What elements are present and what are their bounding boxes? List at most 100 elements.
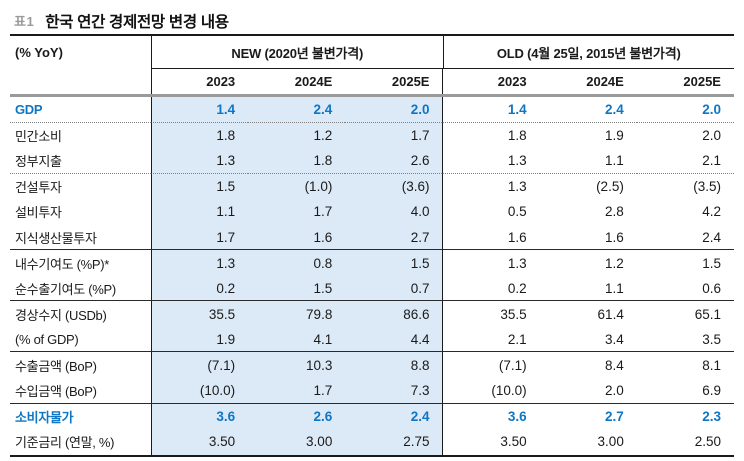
- cell-value: 0.2: [442, 275, 540, 302]
- year-header: 2024E: [586, 74, 624, 89]
- cell-value: 1.7: [248, 378, 346, 404]
- table-body: GDP 1.4 2.4 2.0 1.4 2.4 2.0 민간소비 1.8 1.2 1.7 1.8 1.9…: [10, 97, 734, 457]
- cell-value: 2.0: [345, 97, 443, 123]
- cell-value: 2.4: [345, 403, 443, 430]
- cell-value: 2.1: [636, 148, 734, 174]
- cell-value: 2.6: [248, 403, 346, 430]
- table-header-groups: (% YoY) NEW (2020년 불변가격) OLD (4월 25일, 20…: [10, 36, 734, 69]
- cell-value: 1.9: [151, 326, 249, 353]
- table-row: 소비자물가 3.6 2.6 2.4 3.6 2.7 2.3: [10, 403, 734, 430]
- cell-value: 35.5: [442, 301, 539, 327]
- cell-value: 1.7: [151, 224, 249, 251]
- row-label: 설비투자: [15, 205, 62, 221]
- cell-value: 1.2: [248, 122, 346, 149]
- cell-value: 1.7: [248, 199, 346, 225]
- cell-value: 3.00: [597, 434, 624, 450]
- cell-value: 61.4: [597, 306, 624, 322]
- year-header: 2025E: [391, 74, 430, 89]
- cell-value: 2.0: [702, 127, 721, 143]
- cell-value: 1.5: [151, 173, 249, 200]
- table-number-tag: 표1: [14, 14, 35, 29]
- cell-value: 1.3: [442, 148, 540, 174]
- row-label: 수입금액 (BoP): [10, 378, 151, 404]
- table-header: (% YoY) NEW (2020년 불변가격) OLD (4월 25일, 20…: [10, 36, 734, 97]
- table-row: 순수출기여도 (%P) 0.2 1.5 0.7 0.2 1.1 0.6: [10, 275, 734, 302]
- cell-value: 1.6: [442, 224, 540, 251]
- cell-value: 1.8: [151, 122, 249, 149]
- column-group-new: NEW (2020년 불변가격): [151, 36, 443, 69]
- cell-value: (7.1): [151, 352, 249, 379]
- year-header: 2024E: [294, 74, 333, 89]
- cell-value: 2.7: [345, 224, 443, 251]
- cell-value: 8.1: [702, 357, 721, 373]
- cell-value: 1.5: [345, 250, 443, 276]
- table-row: GDP 1.4 2.4 2.0 1.4 2.4 2.0: [10, 97, 734, 123]
- table-row: 경상수지 (USDb) 35.5 79.8 86.6 35.5 61.4 65.1: [10, 301, 734, 327]
- cell-value: 2.6: [345, 148, 443, 174]
- cell-value: 3.6: [442, 403, 539, 430]
- column-group-old: OLD (4월 25일, 2015년 불변가격): [442, 36, 734, 69]
- cell-value: 2.8: [605, 204, 624, 220]
- cell-value: (3.6): [345, 173, 443, 200]
- cell-value: 1.2: [605, 255, 624, 271]
- cell-value: 1.1: [539, 276, 637, 302]
- row-label: 건설투자: [15, 179, 62, 195]
- cell-value: 3.50: [442, 429, 539, 455]
- cell-value: (1.0): [248, 173, 346, 200]
- cell-value: 3.4: [539, 327, 637, 353]
- cell-value: 2.75: [345, 429, 443, 455]
- cell-value: (10.0): [151, 378, 249, 404]
- table-row: 설비투자 1.1 1.7 4.0 0.5 2.8 4.2: [10, 199, 734, 225]
- cell-value: 1.8: [248, 148, 346, 174]
- table-row: 내수기여도 (%P)* 1.3 0.8 1.5 1.3 1.2 1.5: [10, 250, 734, 276]
- cell-value: 4.0: [345, 199, 443, 225]
- cell-value: 86.6: [345, 301, 443, 327]
- cell-value: (3.5): [693, 178, 721, 194]
- cell-value: 1.3: [151, 250, 249, 276]
- cell-value: 79.8: [248, 301, 346, 327]
- cell-value: 0.2: [151, 275, 249, 302]
- cell-value: 10.3: [248, 352, 346, 379]
- cell-value: 2.7: [605, 408, 624, 424]
- cell-value: 4.1: [248, 326, 346, 353]
- table-row: 건설투자 1.5 (1.0) (3.6) 1.3 (2.5) (3.5): [10, 173, 734, 200]
- cell-value: 1.3: [442, 173, 539, 200]
- cell-value: 1.1: [539, 148, 637, 174]
- cell-value: (2.5): [596, 178, 624, 194]
- table-title-bar: 표1 한국 연간 경제전망 변경 내용: [10, 7, 734, 36]
- cell-value: 2.0: [636, 97, 734, 123]
- row-label: GDP: [10, 97, 151, 123]
- cell-value: 3.00: [248, 429, 346, 455]
- cell-value: 8.4: [605, 357, 624, 373]
- cell-value: 2.1: [442, 326, 540, 353]
- table-row: (% of GDP) 1.9 4.1 4.4 2.1 3.4 3.5: [10, 326, 734, 353]
- year-header: 2023: [151, 69, 248, 94]
- cell-value: 8.8: [345, 352, 443, 379]
- cell-value: 3.6: [151, 403, 249, 430]
- row-label: 내수기여도 (%P)*: [15, 256, 110, 272]
- table-row: 수출금액 (BoP) (7.1) 10.3 8.8 (7.1) 8.4 8.1: [10, 352, 734, 379]
- cell-value: 1.4: [151, 97, 249, 123]
- cell-value: 1.6: [539, 225, 637, 251]
- cell-value: 1.1: [151, 199, 249, 225]
- row-label: 지식생산물투자: [10, 225, 151, 251]
- cell-value: 1.7: [345, 122, 443, 149]
- cell-value: 2.4: [248, 97, 346, 123]
- cell-value: (7.1): [442, 352, 539, 379]
- year-header-spacer: [10, 69, 151, 94]
- cell-value: 3.5: [636, 327, 734, 353]
- table-title: 한국 연간 경제전망 변경 내용: [45, 13, 229, 31]
- cell-value: 0.5: [442, 199, 539, 225]
- cell-value: 1.5: [702, 255, 721, 271]
- row-label: 기준금리 (연말, %): [15, 435, 115, 451]
- table-header-years: 2023 2024E 2025E 2023 2024E 2025E: [10, 69, 734, 94]
- cell-value: 0.6: [636, 276, 734, 302]
- cell-value: 1.8: [442, 122, 539, 149]
- cell-value: 1.3: [442, 250, 539, 276]
- cell-value: 35.5: [151, 301, 249, 327]
- unit-label: (% YoY): [15, 45, 63, 60]
- row-label: 정부지출: [10, 148, 151, 174]
- cell-value: 1.9: [605, 127, 624, 143]
- row-label: 순수출기여도 (%P): [10, 276, 151, 302]
